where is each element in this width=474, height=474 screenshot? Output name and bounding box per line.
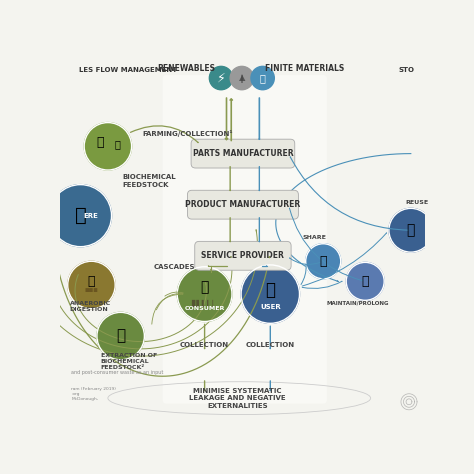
Text: RENEWABLES: RENEWABLES [157, 64, 215, 73]
Circle shape [84, 123, 132, 170]
FancyBboxPatch shape [191, 139, 295, 168]
Text: MAINTAIN/PROLONG: MAINTAIN/PROLONG [327, 301, 389, 306]
Text: FARMING/COLLECTION¹: FARMING/COLLECTION¹ [143, 130, 233, 137]
Circle shape [306, 244, 341, 279]
Circle shape [68, 261, 115, 309]
Text: COLLECTION: COLLECTION [246, 342, 295, 348]
Text: ▲: ▲ [238, 73, 245, 82]
Text: 📦: 📦 [362, 275, 369, 288]
Text: CONSUMER: CONSUMER [184, 306, 225, 311]
Circle shape [210, 66, 233, 90]
Circle shape [346, 263, 384, 301]
Text: and post-consumer waste as an input: and post-consumer waste as an input [72, 370, 164, 375]
Text: LES FLOW MANAGEMENT: LES FLOW MANAGEMENT [79, 67, 177, 73]
Text: REUSE: REUSE [405, 201, 428, 205]
Text: MINIMISE SYSTEMATIC
LEAKAGE AND NEGATIVE
EXTERNALITIES: MINIMISE SYSTEMATIC LEAKAGE AND NEGATIVE… [189, 388, 286, 409]
Text: ⚡: ⚡ [217, 72, 226, 84]
Text: 🌍: 🌍 [74, 206, 86, 225]
Circle shape [177, 267, 232, 321]
Text: CASCADES: CASCADES [154, 264, 195, 270]
Text: ERE: ERE [83, 213, 98, 219]
Text: 🧪: 🧪 [116, 328, 125, 344]
Text: COLLECTION: COLLECTION [180, 342, 229, 348]
Text: 🏭: 🏭 [407, 223, 415, 237]
Text: SERVICE PROVIDER: SERVICE PROVIDER [201, 251, 284, 260]
Text: 🚛: 🚛 [260, 73, 265, 83]
Circle shape [97, 312, 145, 360]
Text: PRODUCT MANUFACTURER: PRODUCT MANUFACTURER [185, 200, 301, 209]
Text: STO: STO [399, 67, 414, 73]
FancyBboxPatch shape [163, 75, 327, 404]
Text: 🐟: 🐟 [114, 139, 120, 149]
Text: 🔧: 🔧 [319, 255, 327, 268]
Circle shape [230, 66, 254, 90]
Circle shape [251, 66, 274, 90]
Text: EXTRACTION OF
BIOCHEMICAL
FEEDSTOCK²: EXTRACTION OF BIOCHEMICAL FEEDSTOCK² [100, 353, 157, 370]
Text: ◼◼◼: ◼◼◼ [84, 288, 99, 293]
Text: FINITE MATERIALS: FINITE MATERIALS [265, 64, 345, 73]
Text: 🌱: 🌱 [88, 275, 95, 288]
Text: SHARE: SHARE [302, 235, 326, 240]
FancyBboxPatch shape [195, 241, 291, 270]
Text: PARTS MANUFACTURER: PARTS MANUFACTURER [192, 149, 293, 158]
Text: USER: USER [260, 304, 281, 310]
Text: BIOCHEMICAL
FEEDSTOCK: BIOCHEMICAL FEEDSTOCK [122, 174, 176, 188]
Circle shape [49, 185, 111, 246]
Text: ram (February 2019)
.org
McDonough,: ram (February 2019) .org McDonough, [72, 387, 116, 401]
Text: 🌾: 🌾 [97, 136, 104, 149]
Text: ▋▌▍▎▏: ▋▌▍▎▏ [191, 300, 218, 307]
FancyBboxPatch shape [187, 190, 299, 219]
Circle shape [241, 265, 300, 323]
Text: 💻: 💻 [265, 282, 275, 300]
Text: ║: ║ [240, 74, 244, 83]
Text: 👤: 👤 [201, 280, 209, 294]
Text: ANAEROBIC
DIGESTION: ANAEROBIC DIGESTION [70, 301, 111, 312]
Circle shape [389, 209, 433, 252]
